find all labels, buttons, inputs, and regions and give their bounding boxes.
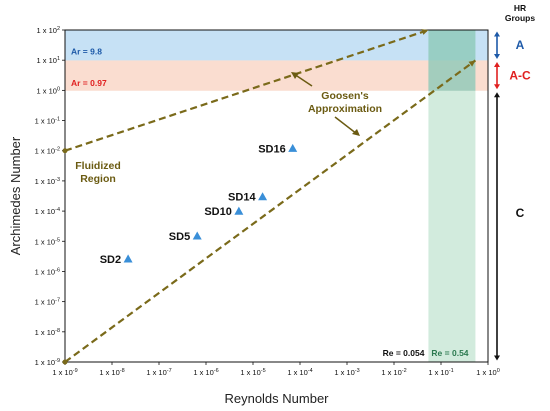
y-tick-label: 1 x 10-6 bbox=[35, 267, 60, 276]
y-tick-label: 1 x 10-4 bbox=[35, 207, 60, 216]
band-1 bbox=[65, 60, 488, 91]
goosen-start-marker bbox=[62, 359, 68, 365]
y-tick-label: 1 x 10-8 bbox=[35, 328, 60, 337]
y-axis-title: Archimedes Number bbox=[8, 136, 23, 255]
point-label-sd16: SD16 bbox=[258, 143, 286, 155]
x-tick-label: 1 x 10-7 bbox=[146, 368, 171, 377]
hr-groups-title-line1: HR bbox=[514, 3, 526, 13]
band-layer bbox=[65, 30, 488, 362]
line-arrowhead-0 bbox=[468, 60, 476, 67]
x-tick-label: 1 x 10-2 bbox=[381, 368, 406, 377]
fluidized-annotation-line1: Fluidized bbox=[75, 160, 121, 172]
point-label-sd10: SD10 bbox=[204, 206, 232, 218]
y-tick-label: 1 x 10-1 bbox=[35, 117, 60, 126]
hr-arrow-top-1 bbox=[494, 61, 500, 67]
x-tick-label: 1 x 10-6 bbox=[193, 368, 218, 377]
re-band-overlap bbox=[428, 30, 476, 91]
data-point-sd2 bbox=[123, 254, 133, 263]
dashed-line-0 bbox=[64, 59, 477, 363]
x-tick-label: 1 x 100 bbox=[476, 368, 500, 377]
hr-arrow-bottom-1 bbox=[494, 84, 500, 90]
data-point-sd16 bbox=[288, 143, 298, 152]
goosen-annotation-line1: Goosen's bbox=[321, 90, 369, 102]
lines-layer bbox=[62, 28, 477, 365]
x-tick-label: 1 x 10-3 bbox=[334, 368, 359, 377]
data-point-sd14 bbox=[258, 192, 268, 201]
hr-groups-title-line2: Groups bbox=[505, 13, 535, 23]
re-label-0: Re = 0.054 bbox=[383, 348, 425, 358]
y-tick-label: 1 x 10-2 bbox=[35, 147, 60, 156]
goosen-arrowhead-down bbox=[352, 129, 360, 136]
x-tick-label: 1 x 10-4 bbox=[287, 368, 312, 377]
point-label-sd2: SD2 bbox=[100, 254, 121, 266]
plot-frame bbox=[64, 29, 489, 363]
x-axis-title: Reynolds Number bbox=[224, 391, 329, 406]
goosen-annotation-line2: Approximation bbox=[308, 103, 382, 115]
y-tick-label: 1 x 102 bbox=[37, 26, 61, 35]
hr-arrow-top-2 bbox=[494, 92, 500, 98]
y-tick-label: 1 x 10-5 bbox=[35, 237, 60, 246]
hr-group-label-1: A-C bbox=[509, 69, 531, 83]
points-layer: SD2 SD5 SD10 SD14 SD16 bbox=[100, 143, 298, 266]
data-point-sd10 bbox=[234, 206, 244, 215]
fluidized-start-marker bbox=[62, 148, 68, 154]
x-tick-label: 1 x 10-5 bbox=[240, 368, 265, 377]
band-label-0: Ar = 9.8 bbox=[71, 46, 102, 56]
y-tick-label: 1 x 10-3 bbox=[35, 177, 60, 186]
hr-arrow-top-0 bbox=[494, 31, 500, 37]
band-0 bbox=[65, 30, 488, 61]
hr-arrow-bottom-2 bbox=[494, 355, 500, 361]
x-tick-label: 1 x 10-8 bbox=[99, 368, 124, 377]
y-tick-label: 1 x 10-7 bbox=[35, 298, 60, 307]
dashed-line-1 bbox=[64, 28, 429, 152]
goosen-arrowhead-up bbox=[291, 72, 299, 79]
axes-layer: 1 x 10-9 1 x 10-8 1 x 10-7 1 x 10-6 1 x 10-5… bbox=[8, 26, 500, 406]
line-arrowhead-1 bbox=[421, 29, 429, 35]
y-tick-label: 1 x 100 bbox=[37, 86, 61, 95]
data-point-sd5 bbox=[192, 231, 202, 240]
point-label-sd14: SD14 bbox=[228, 192, 256, 204]
y-tick-label: 1 x 10-9 bbox=[35, 358, 60, 367]
re-band bbox=[428, 30, 476, 362]
band-label-1: Ar = 0.97 bbox=[71, 78, 107, 88]
y-tick-label: 1 x 101 bbox=[37, 56, 61, 65]
hr-arrow-bottom-0 bbox=[494, 53, 500, 59]
fluidized-annotation-line2: Region bbox=[80, 173, 116, 185]
goosen-arrow-down bbox=[334, 116, 358, 135]
hr-group-label-2: C bbox=[516, 206, 525, 220]
x-tick-label: 1 x 10-1 bbox=[428, 368, 453, 377]
x-tick-label: 1 x 10-9 bbox=[52, 368, 77, 377]
hr-group-label-0: A bbox=[516, 38, 525, 52]
point-label-sd5: SD5 bbox=[169, 231, 190, 243]
re-label-1: Re = 0.54 bbox=[431, 348, 468, 358]
